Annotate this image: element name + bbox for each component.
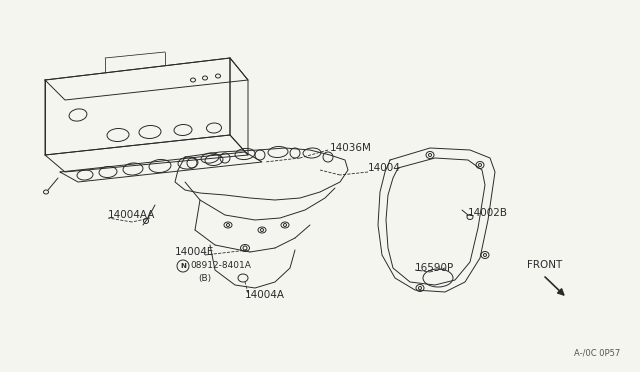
Text: N: N [180,263,186,269]
Text: 14036M: 14036M [330,143,372,153]
Text: 14002B: 14002B [468,208,508,218]
Text: 16590P: 16590P [415,263,454,273]
Text: 14004AA: 14004AA [108,210,156,220]
Text: 14004: 14004 [368,163,401,173]
Text: A-/0C 0P57: A-/0C 0P57 [573,349,620,358]
Text: 08912-8401A: 08912-8401A [190,262,251,270]
Text: (B): (B) [198,273,211,282]
Text: 14004E: 14004E [175,247,214,257]
Text: FRONT: FRONT [527,260,563,270]
Text: 14004A: 14004A [245,290,285,300]
